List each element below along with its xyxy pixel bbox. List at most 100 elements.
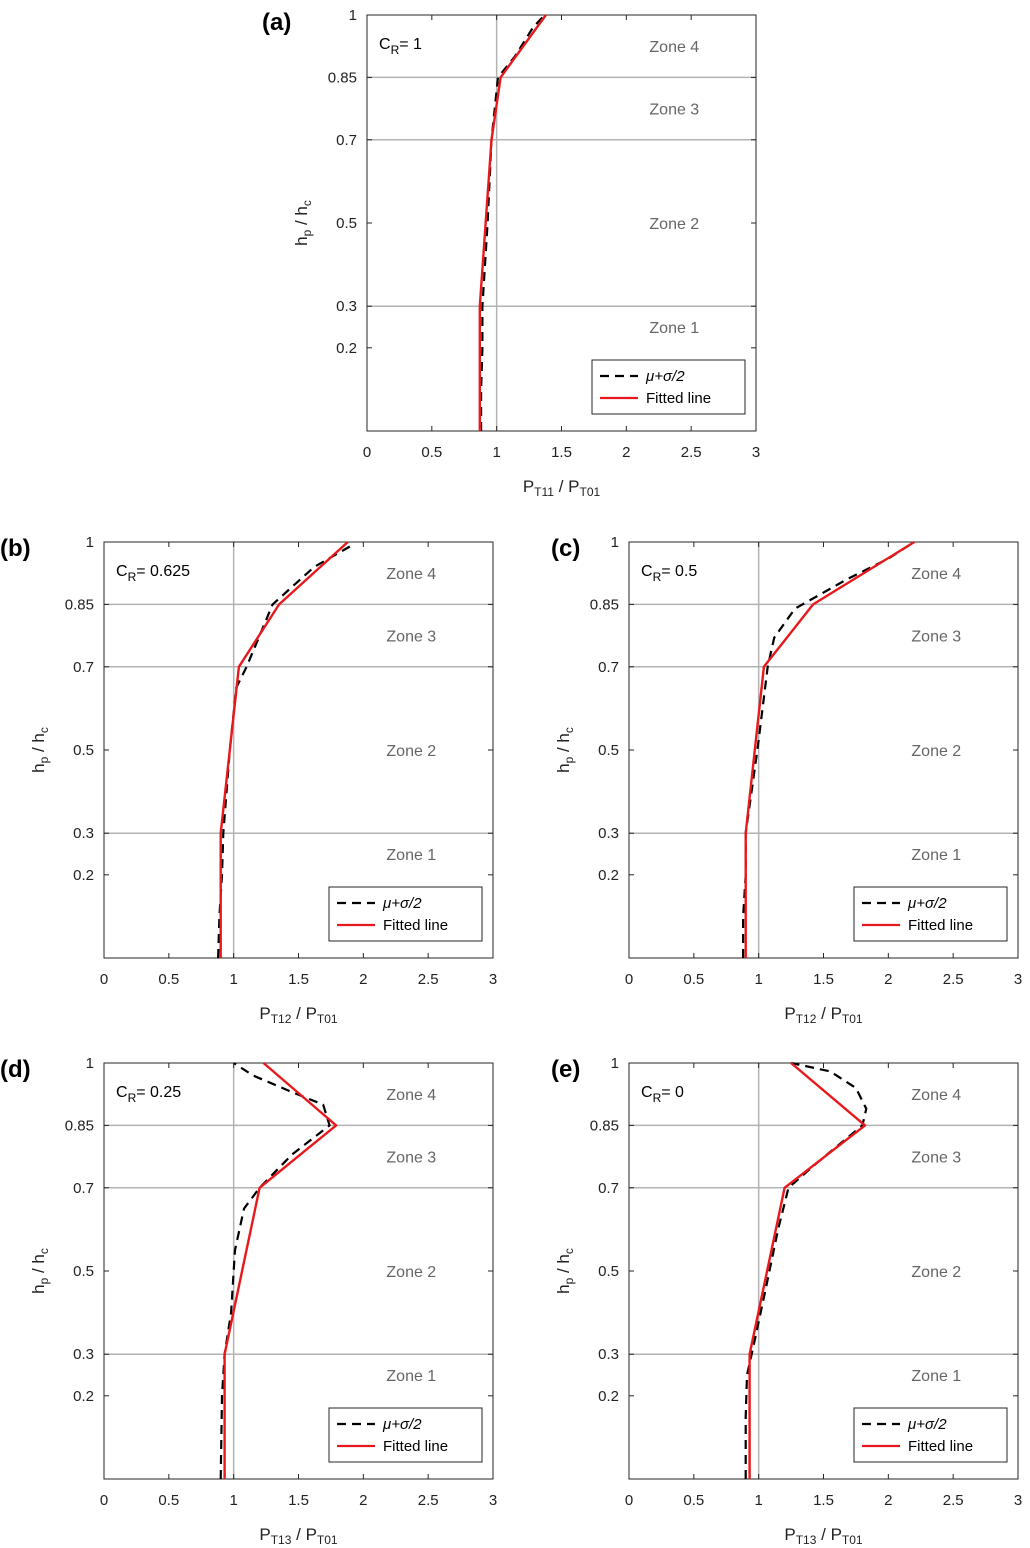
- y-tick-label: 0.3: [598, 825, 619, 842]
- x-tick-label: 1: [492, 444, 500, 461]
- chart-panel-4: (e) Zone 1 Zone 2 Zone 3 Zone 4 0 0.5 1 1.5 2 2.5 3…: [551, 1055, 1022, 1547]
- x-tick-label: 2.5: [418, 1492, 439, 1509]
- legend-entry: Fitted line: [908, 1438, 973, 1455]
- legend-entry: μ+σ/2: [382, 1416, 422, 1433]
- series-line-mean-sigma: [742, 541, 915, 958]
- x-tick-label: 3: [489, 1492, 497, 1509]
- y-tick-label: 0.7: [598, 659, 619, 676]
- legend: μ+σ/2 Fitted line: [328, 1407, 483, 1463]
- x-tick-label: 3: [1014, 1492, 1022, 1509]
- y-tick-label: 0.3: [336, 298, 357, 315]
- legend-entry: Fitted line: [908, 917, 973, 934]
- legend: μ+σ/2 Fitted line: [328, 886, 483, 942]
- x-tick-label: 0.5: [683, 1492, 704, 1509]
- x-axis-label: PT13 / PT01: [784, 1525, 863, 1547]
- x-tick-label: 1: [229, 1492, 237, 1509]
- zone-label: Zone 4: [386, 1087, 436, 1104]
- x-axis-label: PT11 / PT01: [523, 477, 601, 499]
- x-tick-label: 0: [100, 1492, 108, 1509]
- x-tick-label: 0.5: [158, 971, 179, 988]
- y-axis-label: hp / hc: [29, 1248, 51, 1294]
- y-tick-label: 0.2: [73, 867, 94, 884]
- y-tick-label: 0.2: [598, 867, 619, 884]
- y-tick-label: 0.85: [328, 69, 357, 86]
- chart-panel-0: (a) Zone 1 Zone 2 Zone 3 Zone 4 0 0.5 1 1.5 2 2.5 3…: [262, 7, 760, 499]
- x-tick-label: 2: [884, 971, 892, 988]
- x-axis-label: PT13 / PT01: [259, 1525, 338, 1547]
- x-tick-label: 2.5: [418, 971, 439, 988]
- series-line-fitted: [223, 1062, 338, 1479]
- y-tick-label: 0.2: [73, 1388, 94, 1405]
- zone-label: Zone 1: [649, 320, 699, 337]
- x-tick-label: 1.5: [288, 971, 309, 988]
- y-tick-label: 1: [86, 534, 94, 551]
- zone-label: Zone 2: [911, 1264, 961, 1281]
- x-tick-label: 2.5: [943, 1492, 964, 1509]
- y-axis-label: hp / hc: [29, 727, 51, 773]
- x-tick-label: 1.5: [813, 971, 834, 988]
- zone-label: Zone 3: [911, 1150, 961, 1167]
- legend: μ+σ/2 Fitted line: [853, 886, 1008, 942]
- zone-label: Zone 4: [649, 39, 699, 56]
- legend-entry: Fitted line: [383, 1438, 448, 1455]
- legend-entry: Fitted line: [383, 917, 448, 934]
- y-tick-label: 0.3: [73, 1346, 94, 1363]
- panel-letter: (e): [551, 1056, 580, 1083]
- legend-entry: μ+σ/2: [907, 895, 947, 912]
- legend-entry: μ+σ/2: [645, 368, 685, 385]
- x-tick-label: 2: [622, 444, 630, 461]
- y-axis-label: hp / hc: [554, 727, 576, 773]
- y-tick-label: 1: [349, 7, 357, 24]
- zone-label: Zone 3: [911, 629, 961, 646]
- y-tick-label: 0.5: [598, 1263, 619, 1280]
- y-tick-label: 0.3: [598, 1346, 619, 1363]
- x-tick-label: 1.5: [288, 1492, 309, 1509]
- y-tick-label: 0.7: [336, 132, 357, 149]
- x-tick-label: 0: [625, 1492, 633, 1509]
- x-tick-label: 2.5: [943, 971, 964, 988]
- x-tick-label: 0.5: [158, 1492, 179, 1509]
- panel-letter: (d): [0, 1056, 31, 1083]
- zone-label: Zone 4: [386, 566, 436, 583]
- cr-annotation: CR= 1: [379, 36, 422, 57]
- x-axis-label: PT12 / PT01: [784, 1004, 863, 1026]
- x-tick-label: 1: [754, 1492, 762, 1509]
- y-tick-label: 0.5: [336, 215, 357, 232]
- legend-box: [591, 359, 746, 415]
- cr-annotation: CR= 0.25: [116, 1084, 181, 1105]
- y-tick-label: 0.85: [65, 596, 94, 613]
- zone-label: Zone 1: [911, 847, 961, 864]
- x-tick-label: 0.5: [683, 971, 704, 988]
- legend-entry: Fitted line: [646, 390, 711, 407]
- chart-panel-2: (c) Zone 1 Zone 2 Zone 3 Zone 4 0 0.5 1 1.5 2 2.5 3…: [551, 534, 1022, 1026]
- chart-panel-1: (b) Zone 1 Zone 2 Zone 3 Zone 4 0 0.5 1 1.5 2 2.5 3…: [0, 534, 497, 1026]
- zone-label: Zone 1: [911, 1368, 961, 1385]
- y-tick-label: 0.2: [598, 1388, 619, 1405]
- series-line-fitted: [748, 1062, 867, 1479]
- x-tick-label: 0.5: [421, 444, 442, 461]
- series-line-fitted: [478, 14, 547, 431]
- zone-label: Zone 1: [386, 847, 436, 864]
- x-axis-label: PT12 / PT01: [259, 1004, 338, 1026]
- x-tick-label: 1.5: [551, 444, 572, 461]
- panel-letter: (c): [551, 535, 580, 562]
- x-tick-label: 0: [100, 971, 108, 988]
- x-tick-label: 0: [625, 971, 633, 988]
- x-tick-label: 3: [1014, 971, 1022, 988]
- x-tick-label: 1: [754, 971, 762, 988]
- x-tick-label: 2: [884, 1492, 892, 1509]
- legend-entry: μ+σ/2: [907, 1416, 947, 1433]
- zone-label: Zone 2: [386, 743, 436, 760]
- y-tick-label: 0.3: [73, 825, 94, 842]
- zone-label: Zone 3: [649, 102, 699, 119]
- cr-annotation: CR= 0: [641, 1084, 684, 1105]
- x-tick-label: 2: [359, 971, 367, 988]
- x-tick-label: 1.5: [813, 1492, 834, 1509]
- y-tick-label: 0.7: [73, 1180, 94, 1197]
- y-tick-label: 0.5: [598, 742, 619, 759]
- x-tick-label: 2: [359, 1492, 367, 1509]
- panel-letter: (a): [262, 9, 291, 36]
- panel-letter: (b): [0, 535, 31, 562]
- legend: μ+σ/2 Fitted line: [853, 1407, 1008, 1463]
